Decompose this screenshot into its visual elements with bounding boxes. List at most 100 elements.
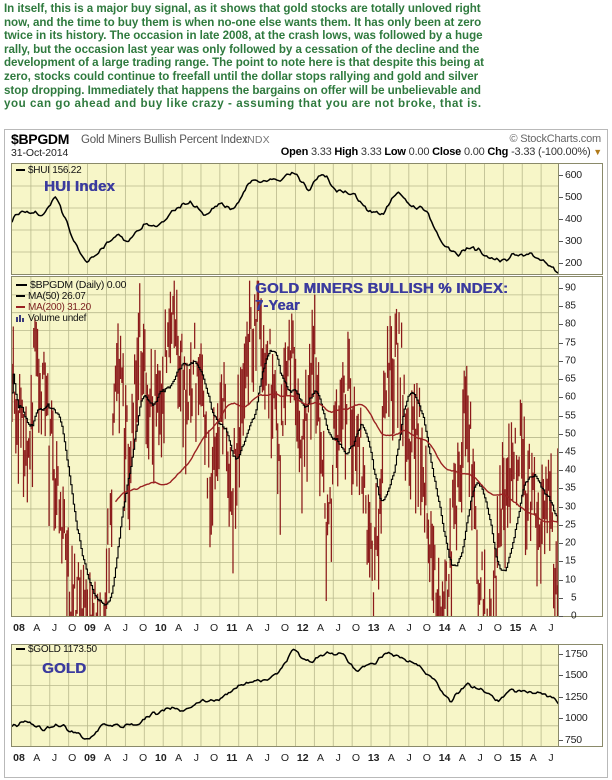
chevron-down-icon[interactable]: ▼ xyxy=(593,147,602,157)
stockcharts-brand: © StockCharts.com xyxy=(509,133,601,145)
y-tick-label: 200 xyxy=(565,257,582,269)
x-tick-label: O xyxy=(422,622,431,634)
y-tick xyxy=(559,718,563,720)
y-tick xyxy=(559,263,563,264)
commentary-line: development of a large trading range. Th… xyxy=(4,56,484,70)
chart-header: $BPGDM Gold Miners Bullish Percent Index… xyxy=(5,130,607,163)
x-tick-label: 10 xyxy=(155,752,167,764)
y-tick-label: 1750 xyxy=(565,647,588,660)
x-tick-label: A xyxy=(529,752,537,764)
close-value: 0.00 xyxy=(463,146,485,158)
y-tick xyxy=(559,175,563,176)
x-tick-label: 10 xyxy=(155,622,167,634)
x-tick-label: 08 xyxy=(13,752,25,764)
y-tick xyxy=(559,287,563,289)
x-tick-label: A xyxy=(387,752,395,764)
chart-type-label: INDX xyxy=(244,134,270,146)
y-tick-label: 15 xyxy=(565,555,576,567)
x-tick-label: O xyxy=(493,752,502,764)
y-tick xyxy=(559,360,563,362)
x-axis-bottom: 08 A J O 09 A J O 10 A J O 11 A J O 12 A J O 13 A J O 14 A J O 15 A J xyxy=(11,747,603,773)
y-tick-label: 20 xyxy=(565,537,576,549)
x-tick-label: J xyxy=(548,622,554,634)
gold-y-axis: 1750 1500 1250 1000 750 xyxy=(558,645,602,746)
commentary-line: In itself, this is a major buy signal, a… xyxy=(4,2,481,15)
x-tick-label: A xyxy=(316,622,324,634)
x-tick-label: A xyxy=(458,622,466,634)
high-value: 3.33 xyxy=(360,146,382,158)
x-tick-label: 13 xyxy=(367,622,380,634)
x-tick-label: A xyxy=(33,622,41,634)
x-tick-label: A xyxy=(33,752,41,764)
y-tick xyxy=(559,616,563,617)
y-tick xyxy=(559,324,563,326)
x-axis-top: 08 A J O 09 A J O 10 A J O 11 A J O 12 A J O 13 A J O 14 A J O 15 A J xyxy=(11,617,603,644)
chart-date: 31-Oct-2014 xyxy=(11,147,69,159)
y-tick xyxy=(559,306,563,308)
x-tick-label: 13 xyxy=(367,752,380,764)
hui-y-axis: 600 500 400 300 200 xyxy=(558,164,602,274)
panel-bpgdm: $BPGDM (Daily) 0.00 MA(50) 26.07 MA(200)… xyxy=(11,276,603,622)
x-tick-label: J xyxy=(264,622,270,634)
x-tick-label: O xyxy=(351,622,361,634)
x-tick-label: J xyxy=(548,752,554,764)
y-tick-label: 30 xyxy=(565,501,576,513)
y-tick xyxy=(559,506,563,508)
y-tick xyxy=(559,579,563,581)
x-tick-label: O xyxy=(68,622,77,634)
bpgdm-y-axis: 90 85 80 75 70 65 60 55 50 45 40 35 30 25 20 15 10 5 0 xyxy=(558,277,602,622)
x-tick-label: 12 xyxy=(296,752,309,764)
y-tick xyxy=(559,197,563,198)
y-tick-label: 10 xyxy=(565,574,576,586)
commentary-line: now, and the time to buy them is when no… xyxy=(4,15,482,29)
y-tick xyxy=(559,561,563,563)
commentary-line: you can go ahead and buy like crazy - as… xyxy=(4,97,482,111)
y-tick-label: 0 xyxy=(571,610,577,622)
y-tick-label: 1250 xyxy=(565,690,588,703)
y-tick-label: 1000 xyxy=(565,712,588,725)
y-tick-label: 400 xyxy=(565,213,582,225)
x-tick-label: A xyxy=(316,752,324,764)
y-tick-label: 750 xyxy=(565,733,582,746)
y-tick-label: 35 xyxy=(565,482,576,494)
y-tick xyxy=(559,524,563,526)
quote-bar: Open 3.33 High 3.33 Low 0.00 Close 0.00 … xyxy=(281,146,602,158)
bpgdm-title-line1: GOLD MINERS BULLISH % INDEX: xyxy=(255,280,509,297)
hui-title: HUI Index xyxy=(44,178,115,195)
y-tick-label: 55 xyxy=(565,410,576,422)
x-tick-label: 08 xyxy=(13,622,25,634)
commentary-text: In itself, this is a major buy signal, a… xyxy=(4,2,608,111)
bpgdm-title-line2: 7-Year xyxy=(255,298,300,314)
x-tick-label: A xyxy=(175,752,183,764)
x-tick-label: J xyxy=(51,622,58,634)
x-tick-label: A xyxy=(246,622,254,634)
x-tick-label: J xyxy=(406,622,412,634)
y-tick xyxy=(559,415,563,417)
x-tick-label: O xyxy=(139,622,148,634)
x-tick-label: J xyxy=(122,622,129,634)
hui-line-chart xyxy=(12,164,560,274)
chg-value: -3.33 (-100.00%) xyxy=(511,146,591,158)
x-tick-label: O xyxy=(209,622,219,634)
x-tick-label: 15 xyxy=(509,752,522,764)
chg-label: Chg xyxy=(487,146,509,158)
gold-title: GOLD xyxy=(42,660,87,677)
y-tick-label: 65 xyxy=(565,373,576,385)
x-tick-label: O xyxy=(280,622,290,634)
x-tick-label: O xyxy=(493,622,502,634)
x-tick-label: 14 xyxy=(438,622,451,634)
x-tick-label: O xyxy=(139,752,148,764)
y-tick xyxy=(559,241,563,242)
y-tick-label: 500 xyxy=(565,191,582,203)
x-tick-label: J xyxy=(335,622,341,634)
panel-bpgdm-plot xyxy=(12,277,602,616)
x-tick-label: J xyxy=(51,752,58,764)
y-tick xyxy=(559,470,563,472)
y-tick xyxy=(559,451,563,453)
high-label: High xyxy=(334,146,359,158)
y-tick-label: 90 xyxy=(565,282,576,294)
y-tick-label: 600 xyxy=(565,169,582,181)
commentary-line: zero, stocks could continue to freefall … xyxy=(4,69,479,83)
bpgdm-bar-chart xyxy=(12,277,560,616)
